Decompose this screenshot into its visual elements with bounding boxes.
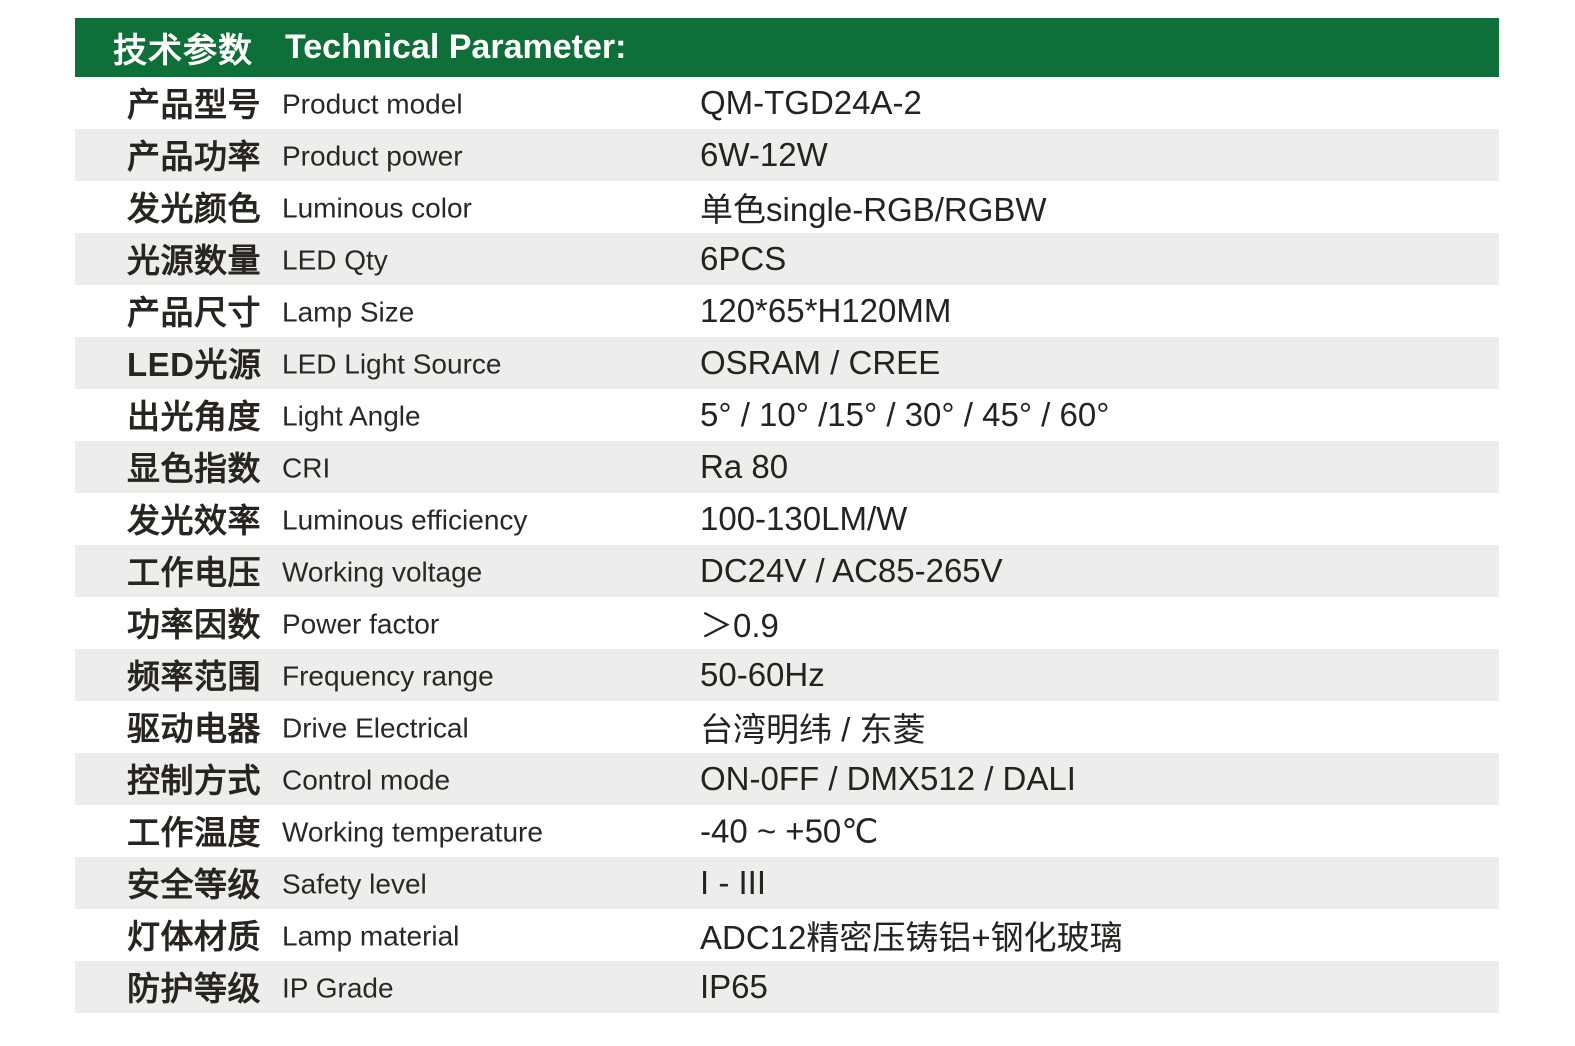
- row-value: 5° / 10° /15° / 30° / 45° / 60°: [700, 396, 1110, 433]
- row-value: ＞0.9: [700, 607, 779, 644]
- row-label-zh: 发光颜色: [127, 190, 261, 228]
- row-label-en: LED Qty: [282, 244, 388, 276]
- row-label-zh: LED光源: [127, 346, 262, 384]
- row-label-zh: 工作温度: [127, 814, 261, 852]
- table-row: LED光源 LED Light Source OSRAM / CREE: [75, 337, 1499, 389]
- row-label-zh: 产品尺寸: [127, 294, 261, 332]
- row-label-en: Working temperature: [282, 816, 543, 848]
- spec-rows: 产品型号 Product model QM-TGD24A-2 产品功率 Product …: [75, 77, 1499, 1013]
- row-label-zh: 灯体材质: [127, 918, 261, 956]
- row-label-en: Control mode: [282, 764, 451, 796]
- row-label-zh: 控制方式: [127, 762, 261, 800]
- row-label-zh: 产品型号: [127, 86, 261, 124]
- row-value: OSRAM / CREE: [700, 344, 941, 381]
- row-value: ADC12精密压铸铝+钢化玻璃: [700, 919, 1123, 956]
- row-label-en: Luminous efficiency: [282, 504, 528, 536]
- table-row: 灯体材质 Lamp material ADC12精密压铸铝+钢化玻璃: [75, 909, 1499, 961]
- table-header-bar: 技术参数 Technical Parameter:: [75, 18, 1499, 77]
- row-value: -40 ~ +50℃: [700, 812, 879, 850]
- row-label-en: Luminous color: [282, 192, 472, 224]
- header-title-zh: 技术参数: [113, 32, 253, 70]
- row-label-zh: 工作电压: [127, 554, 261, 592]
- row-label-zh: 光源数量: [127, 242, 261, 280]
- row-label-zh: 功率因数: [127, 606, 261, 644]
- row-label-en: Lamp Size: [282, 296, 415, 328]
- row-label-en: Frequency range: [282, 660, 494, 692]
- table-row: 频率范围 Frequency range 50-60Hz: [75, 649, 1499, 701]
- row-label-en: Drive Electrical: [282, 712, 469, 744]
- table-row: 安全等级 Safety level I - III: [75, 857, 1499, 909]
- table-row: 显色指数 CRI Ra 80: [75, 441, 1499, 493]
- row-label-en: IP Grade: [282, 972, 394, 1004]
- row-label-zh: 产品功率: [127, 138, 261, 176]
- row-label-en: Product power: [282, 140, 463, 172]
- row-value: I - III: [700, 864, 766, 901]
- row-label-en: CRI: [282, 452, 331, 484]
- table-row: 工作电压 Working voltage DC24V / AC85-265V: [75, 545, 1499, 597]
- row-label-zh: 防护等级: [127, 970, 261, 1008]
- row-label-zh: 出光角度: [127, 398, 261, 436]
- row-label-zh: 驱动电器: [127, 710, 261, 748]
- row-value: ON-0FF / DMX512 / DALI: [700, 760, 1076, 797]
- row-label-en: LED Light Source: [282, 348, 502, 380]
- row-value: 120*65*H120MM: [700, 292, 952, 329]
- table-row: 发光颜色 Luminous color 单色single-RGB/RGBW: [75, 181, 1499, 233]
- row-label-en: Safety level: [282, 868, 427, 900]
- row-label-en: Lamp material: [282, 920, 460, 952]
- table-row: 驱动电器 Drive Electrical 台湾明纬 / 东菱: [75, 701, 1499, 753]
- header-title-en: Technical Parameter:: [285, 28, 627, 66]
- row-value: QM-TGD24A-2: [700, 84, 922, 121]
- row-value: 单色single-RGB/RGBW: [700, 191, 1047, 228]
- row-value: 100-130LM/W: [700, 500, 908, 537]
- table-row: 防护等级 IP Grade IP65: [75, 961, 1499, 1013]
- row-value: 6W-12W: [700, 136, 828, 173]
- row-label-zh: 发光效率: [127, 502, 261, 540]
- row-label-en: Product model: [282, 88, 463, 120]
- row-value: Ra 80: [700, 448, 789, 485]
- row-label-zh: 安全等级: [127, 866, 261, 904]
- table-row: 出光角度 Light Angle 5° / 10° /15° / 30° / 45°…: [75, 389, 1499, 441]
- row-label-zh: 频率范围: [127, 658, 261, 696]
- table-row: 发光效率 Luminous efficiency 100-130LM/W: [75, 493, 1499, 545]
- table-row: 功率因数 Power factor ＞0.9: [75, 597, 1499, 649]
- row-label-en: Power factor: [282, 608, 440, 640]
- spec-table: 技术参数 Technical Parameter: 产品型号 Product mo…: [75, 18, 1499, 1013]
- row-value: DC24V / AC85-265V: [700, 552, 1003, 589]
- table-row: 产品型号 Product model QM-TGD24A-2: [75, 77, 1499, 129]
- table-row: 控制方式 Control mode ON-0FF / DMX512 / DALI: [75, 753, 1499, 805]
- row-value: IP65: [700, 968, 768, 1005]
- table-row: 产品功率 Product power 6W-12W: [75, 129, 1499, 181]
- row-label-en: Working voltage: [282, 556, 483, 588]
- table-row: 产品尺寸 Lamp Size 120*65*H120MM: [75, 285, 1499, 337]
- row-value: 6PCS: [700, 240, 787, 277]
- row-value: 50-60Hz: [700, 656, 825, 693]
- table-row: 工作温度 Working temperature -40 ~ +50℃: [75, 805, 1499, 857]
- row-label-zh: 显色指数: [127, 450, 261, 488]
- row-label-en: Light Angle: [282, 400, 421, 432]
- table-row: 光源数量 LED Qty 6PCS: [75, 233, 1499, 285]
- row-value: 台湾明纬 / 东菱: [700, 711, 926, 748]
